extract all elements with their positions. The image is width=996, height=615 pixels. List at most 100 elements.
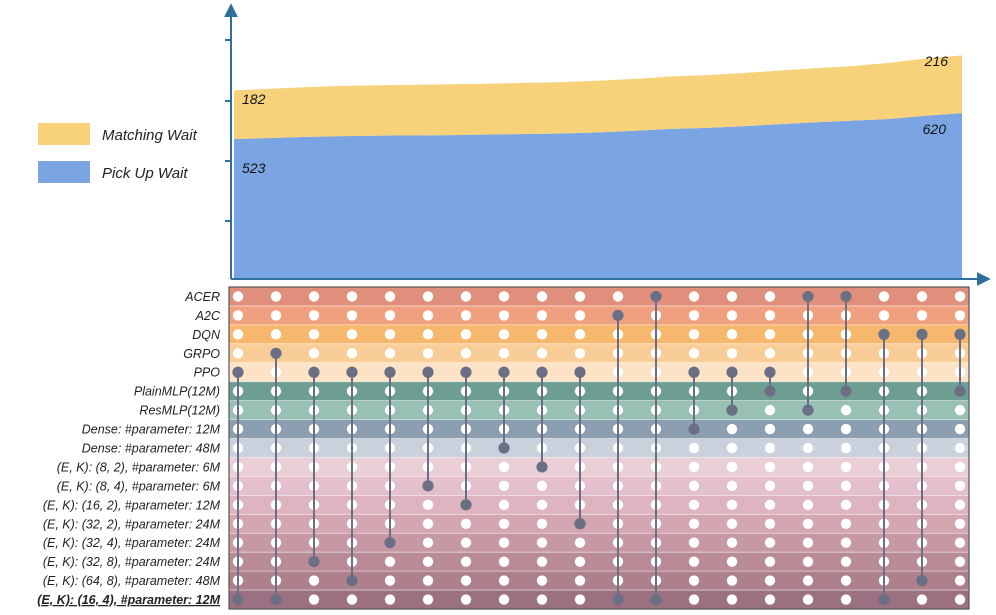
matrix-dot-active [612, 593, 624, 606]
matrix-dot-active [384, 537, 396, 549]
matrix-dot-empty [916, 594, 928, 605]
matrix-dot-empty [422, 594, 434, 605]
matrix-dot-empty [954, 423, 966, 435]
matrix-dot-empty [916, 310, 928, 321]
matrix-dot-empty [346, 348, 358, 359]
matrix-dot-empty [422, 348, 434, 359]
matrix-dot-active [764, 366, 776, 378]
stacked-area-plot [234, 55, 962, 279]
matrix-dot-empty [460, 575, 472, 586]
matrix-dot-empty [954, 291, 966, 302]
matrix-dot-empty [878, 291, 890, 302]
legend-label-pick-up-wait: Pick Up Wait [102, 165, 188, 182]
matrix-dot-empty [764, 594, 776, 605]
matrix-dot-empty [346, 329, 358, 340]
matrix-dot-empty [460, 329, 472, 340]
matrix-dot-empty [802, 480, 814, 492]
matrix-dot-empty [840, 518, 852, 529]
matrix-dot-active [650, 290, 662, 303]
legend-label-matching-wait: Matching Wait [102, 127, 198, 144]
matrix-columns [232, 290, 966, 606]
matrix-row-bands [229, 287, 969, 609]
matrix-dot-empty [764, 556, 776, 567]
matrix-dot-empty [460, 556, 472, 567]
matrix-dot-active [802, 290, 814, 303]
matrix-dot-active [612, 309, 624, 322]
matrix-row-band [229, 590, 969, 609]
matrix-dot-empty [346, 291, 358, 302]
matrix-dot-empty [270, 310, 282, 321]
matrix-dot-empty [764, 575, 776, 586]
matrix-row-band [229, 400, 969, 420]
matrix-dot-empty [764, 329, 776, 340]
matrix-dot-active [308, 556, 320, 568]
matrix-column [840, 290, 852, 605]
matrix-dot-empty [232, 291, 244, 302]
matrix-dot-active [764, 385, 776, 397]
matrix-dot-empty [954, 518, 966, 529]
matrix-dot-empty [460, 537, 472, 548]
annotation-matching-wait-last: 216 [924, 53, 949, 69]
matrix-row-band [229, 362, 969, 382]
matrix-dot-empty [840, 404, 852, 416]
matrix-dot-active [954, 385, 966, 397]
matrix-dot-empty [536, 310, 548, 321]
matrix-row-label: (E, K): (64, 8), #parameter: 48M [43, 574, 221, 588]
matrix-dot-empty [802, 537, 814, 548]
annotation-pick-up-wait-first: 523 [242, 160, 266, 176]
matrix-dot-empty [688, 461, 700, 473]
matrix-dot-empty [726, 518, 738, 529]
matrix-dot-active [308, 366, 320, 378]
matrix-row-band [229, 552, 969, 572]
matrix-dot-empty [536, 291, 548, 302]
matrix-dot-active [422, 480, 434, 492]
matrix-dot-empty [954, 556, 966, 567]
matrix-row-label: (E, K): (16, 4), #parameter: 12M [37, 593, 220, 607]
matrix-row-label: (E, K): (16, 2), #parameter: 12M [43, 498, 221, 512]
matrix-dot-empty [574, 291, 586, 302]
matrix-dot-empty [536, 594, 548, 605]
matrix-dot-empty [308, 329, 320, 340]
matrix-dot-empty [726, 348, 738, 359]
matrix-column [764, 291, 776, 605]
matrix-dot-empty [764, 499, 776, 511]
matrix-dot-active [916, 328, 928, 340]
matrix-dot-empty [574, 310, 586, 321]
matrix-row-band [229, 476, 969, 496]
matrix-dot-empty [726, 423, 738, 435]
matrix-dot-empty [954, 461, 966, 473]
matrix-dot-empty [726, 442, 738, 454]
matrix-row-band [229, 343, 969, 363]
matrix-dot-empty [536, 480, 548, 492]
matrix-dot-empty [422, 518, 434, 529]
matrix-dot-empty [764, 310, 776, 321]
matrix-dot-empty [574, 556, 586, 567]
matrix-dot-empty [384, 291, 396, 302]
matrix-dot-active [574, 518, 586, 530]
matrix-row-label: (E, K): (8, 2), #parameter: 6M [57, 460, 221, 474]
matrix-dot-empty [384, 575, 396, 586]
matrix-dot-empty [688, 310, 700, 321]
matrix-dot-empty [384, 310, 396, 321]
matrix-dot-empty [536, 575, 548, 586]
matrix-dot-empty [688, 594, 700, 605]
matrix-dot-empty [764, 348, 776, 359]
matrix-dot-empty [308, 575, 320, 586]
matrix-column [536, 291, 548, 605]
matrix-dot-empty [726, 556, 738, 567]
matrix-dot-empty [536, 518, 548, 529]
matrix-dot-empty [612, 291, 624, 302]
matrix-column [422, 291, 434, 605]
matrix-dot-empty [536, 348, 548, 359]
matrix-dot-empty [384, 329, 396, 340]
matrix-dot-empty [574, 329, 586, 340]
matrix-row-band [229, 571, 969, 591]
matrix-dot-empty [802, 594, 814, 605]
legend: Matching Wait Pick Up Wait [38, 123, 198, 183]
matrix-dot-empty [346, 594, 358, 605]
matrix-dot-empty [308, 310, 320, 321]
matrix-dot-empty [726, 480, 738, 492]
matrix-dot-active [498, 442, 510, 454]
matrix-column [460, 291, 472, 605]
